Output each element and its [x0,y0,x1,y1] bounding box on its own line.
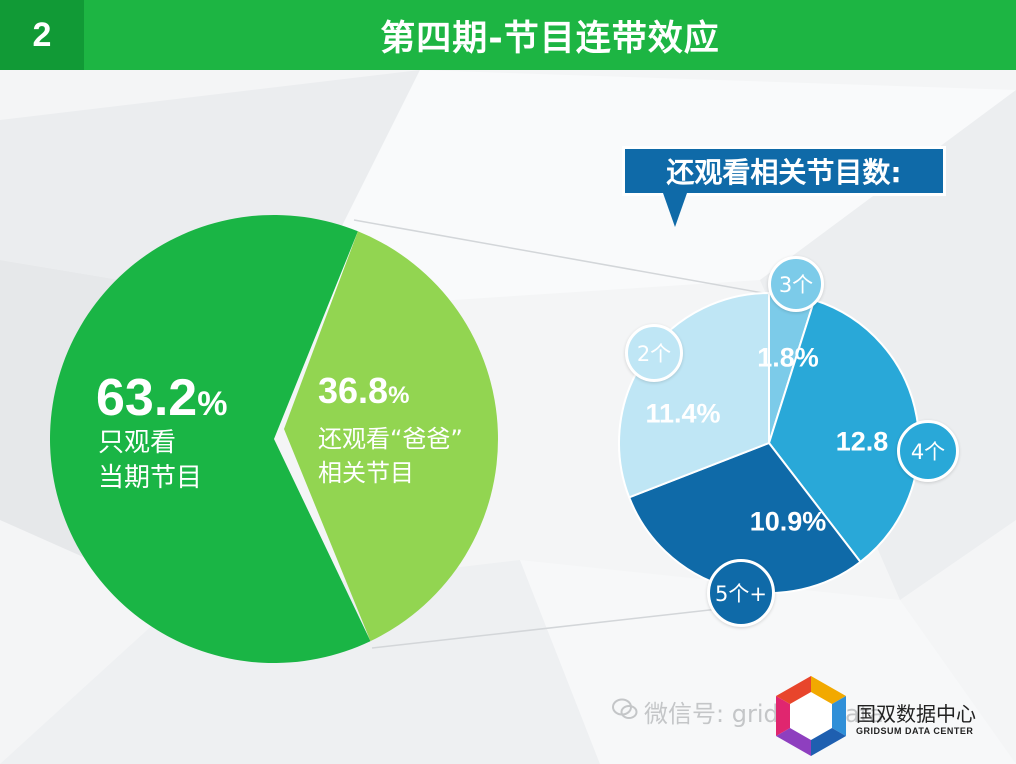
badge-3: 3个 [768,256,824,312]
header-bar [0,0,1016,70]
pie-slice-also-related [284,231,499,642]
slice-label-line: 只观看 [98,428,177,458]
pie-value-3: 1.8% [757,342,819,373]
badge-5plus: 5个+ [707,559,775,627]
logo-name: 国双数据中心 [856,702,976,726]
connector-line-bottom [371,605,746,649]
slice-value-only-current: 63.2% [96,369,228,427]
pie-value-2: 11.4% [645,398,721,429]
slice-label-line: 当期节目 [98,463,203,493]
gridsum-logo-icon [776,676,846,756]
slice-label-line: 相关节目 [318,459,414,487]
badge-2: 2个 [625,324,683,382]
slice-value-also-related: 36.8% [318,370,410,411]
badge-4: 4个 [897,420,959,482]
pie-slice-4 [767,298,920,564]
slice-label-line: 还观看“爸爸” [318,425,463,453]
slice-label-also-related: 还观看“爸爸” 相关节目 [318,422,518,490]
callout-pointer [663,193,687,227]
connector-line-top [353,219,781,297]
slice-label-only-current: 只观看 当期节目 [98,426,288,496]
slide-title: 第四期-节目连带效应 [380,18,720,59]
logo-subtitle: GRIDSUM DATA CENTER [856,726,974,736]
pie-value-4: 12.8 [835,426,889,457]
pie-slice-only-current [50,215,371,664]
wechat-icon [612,698,638,726]
pie-value-5plus: 10.9% [749,506,827,537]
slide-number: 2 [0,0,84,70]
callout-title: 还观看相关节目数: [622,146,946,196]
